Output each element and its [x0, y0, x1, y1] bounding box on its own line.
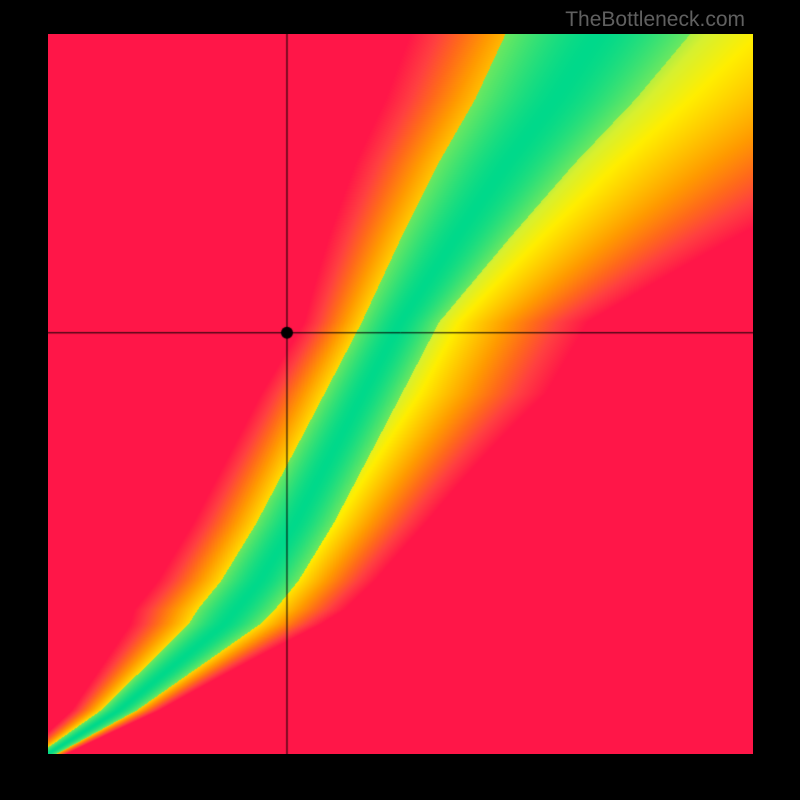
watermark-text: TheBottleneck.com [565, 8, 745, 32]
heatmap-plot [48, 34, 753, 754]
heatmap-canvas [48, 34, 753, 754]
